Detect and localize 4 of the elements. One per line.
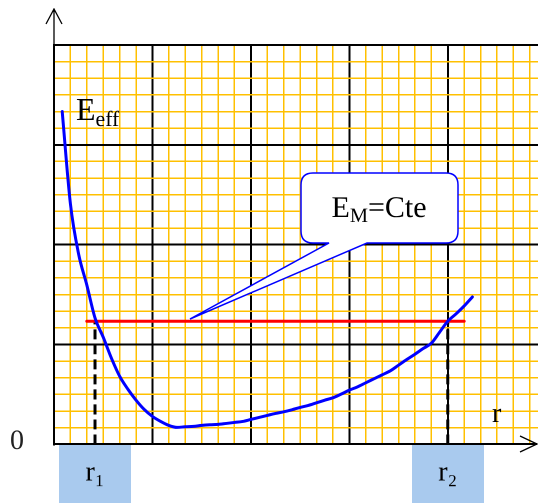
x-tick-label: r₁ xyxy=(85,456,105,488)
text: 0 xyxy=(10,425,24,456)
annotation: E$_{M}$=Cte xyxy=(331,190,427,228)
x-tick-label: r₂ xyxy=(438,456,458,488)
